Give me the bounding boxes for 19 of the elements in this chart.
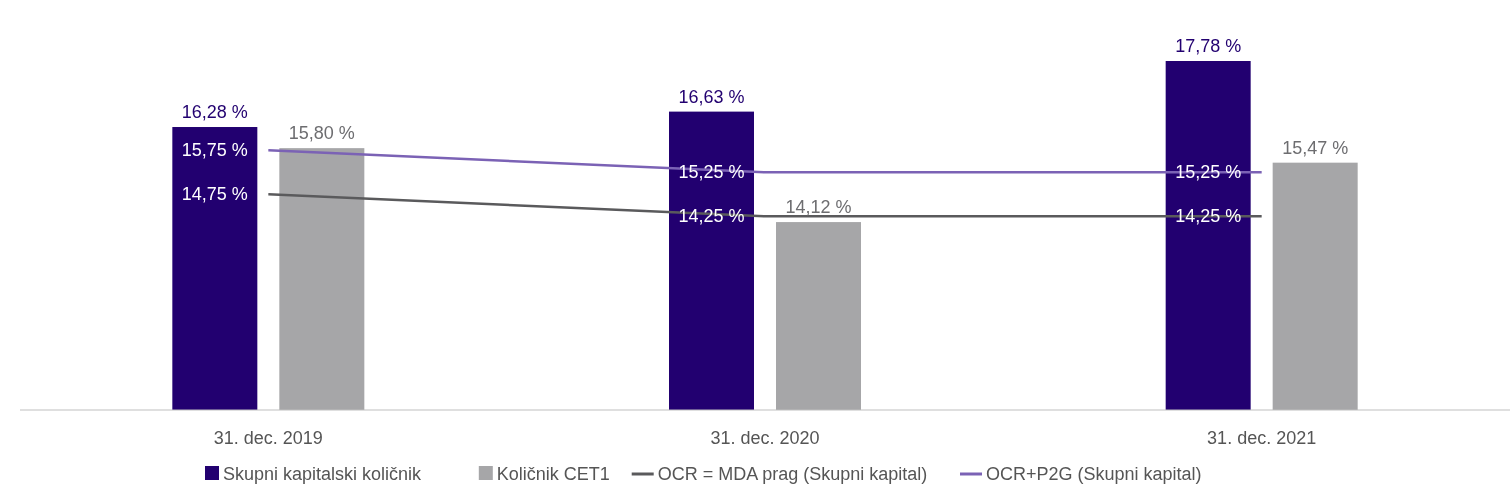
data-label: 15,47 % (1282, 137, 1349, 158)
data-label: 15,25 % (1175, 162, 1242, 183)
legend-label: OCR+P2G (Skupni kapital) (986, 464, 1202, 484)
data-label: 16,63 % (678, 86, 745, 107)
x-tick-label: 31. dec. 2021 (1207, 428, 1317, 448)
data-label: 14,12 % (785, 197, 852, 218)
data-label: 14,25 % (678, 206, 745, 227)
data-label: 16,28 % (181, 102, 248, 123)
data-label: 15,25 % (678, 162, 745, 183)
x-tick-label: 31. dec. 2019 (213, 428, 323, 448)
legend-label: Skupni kapitalski količnik (223, 464, 423, 484)
legend-label: Količnik CET1 (496, 464, 610, 484)
data-label: 17,78 % (1175, 36, 1242, 56)
data-label: 15,75 % (181, 140, 248, 161)
data-label: 14,25 % (1175, 206, 1242, 227)
legend-label: OCR = MDA prag (Skupni kapital) (657, 464, 928, 484)
x-tick-label: 31. dec. 2020 (710, 428, 820, 448)
data-label: 15,80 % (288, 123, 355, 144)
data-label: 14,75 % (181, 184, 248, 205)
